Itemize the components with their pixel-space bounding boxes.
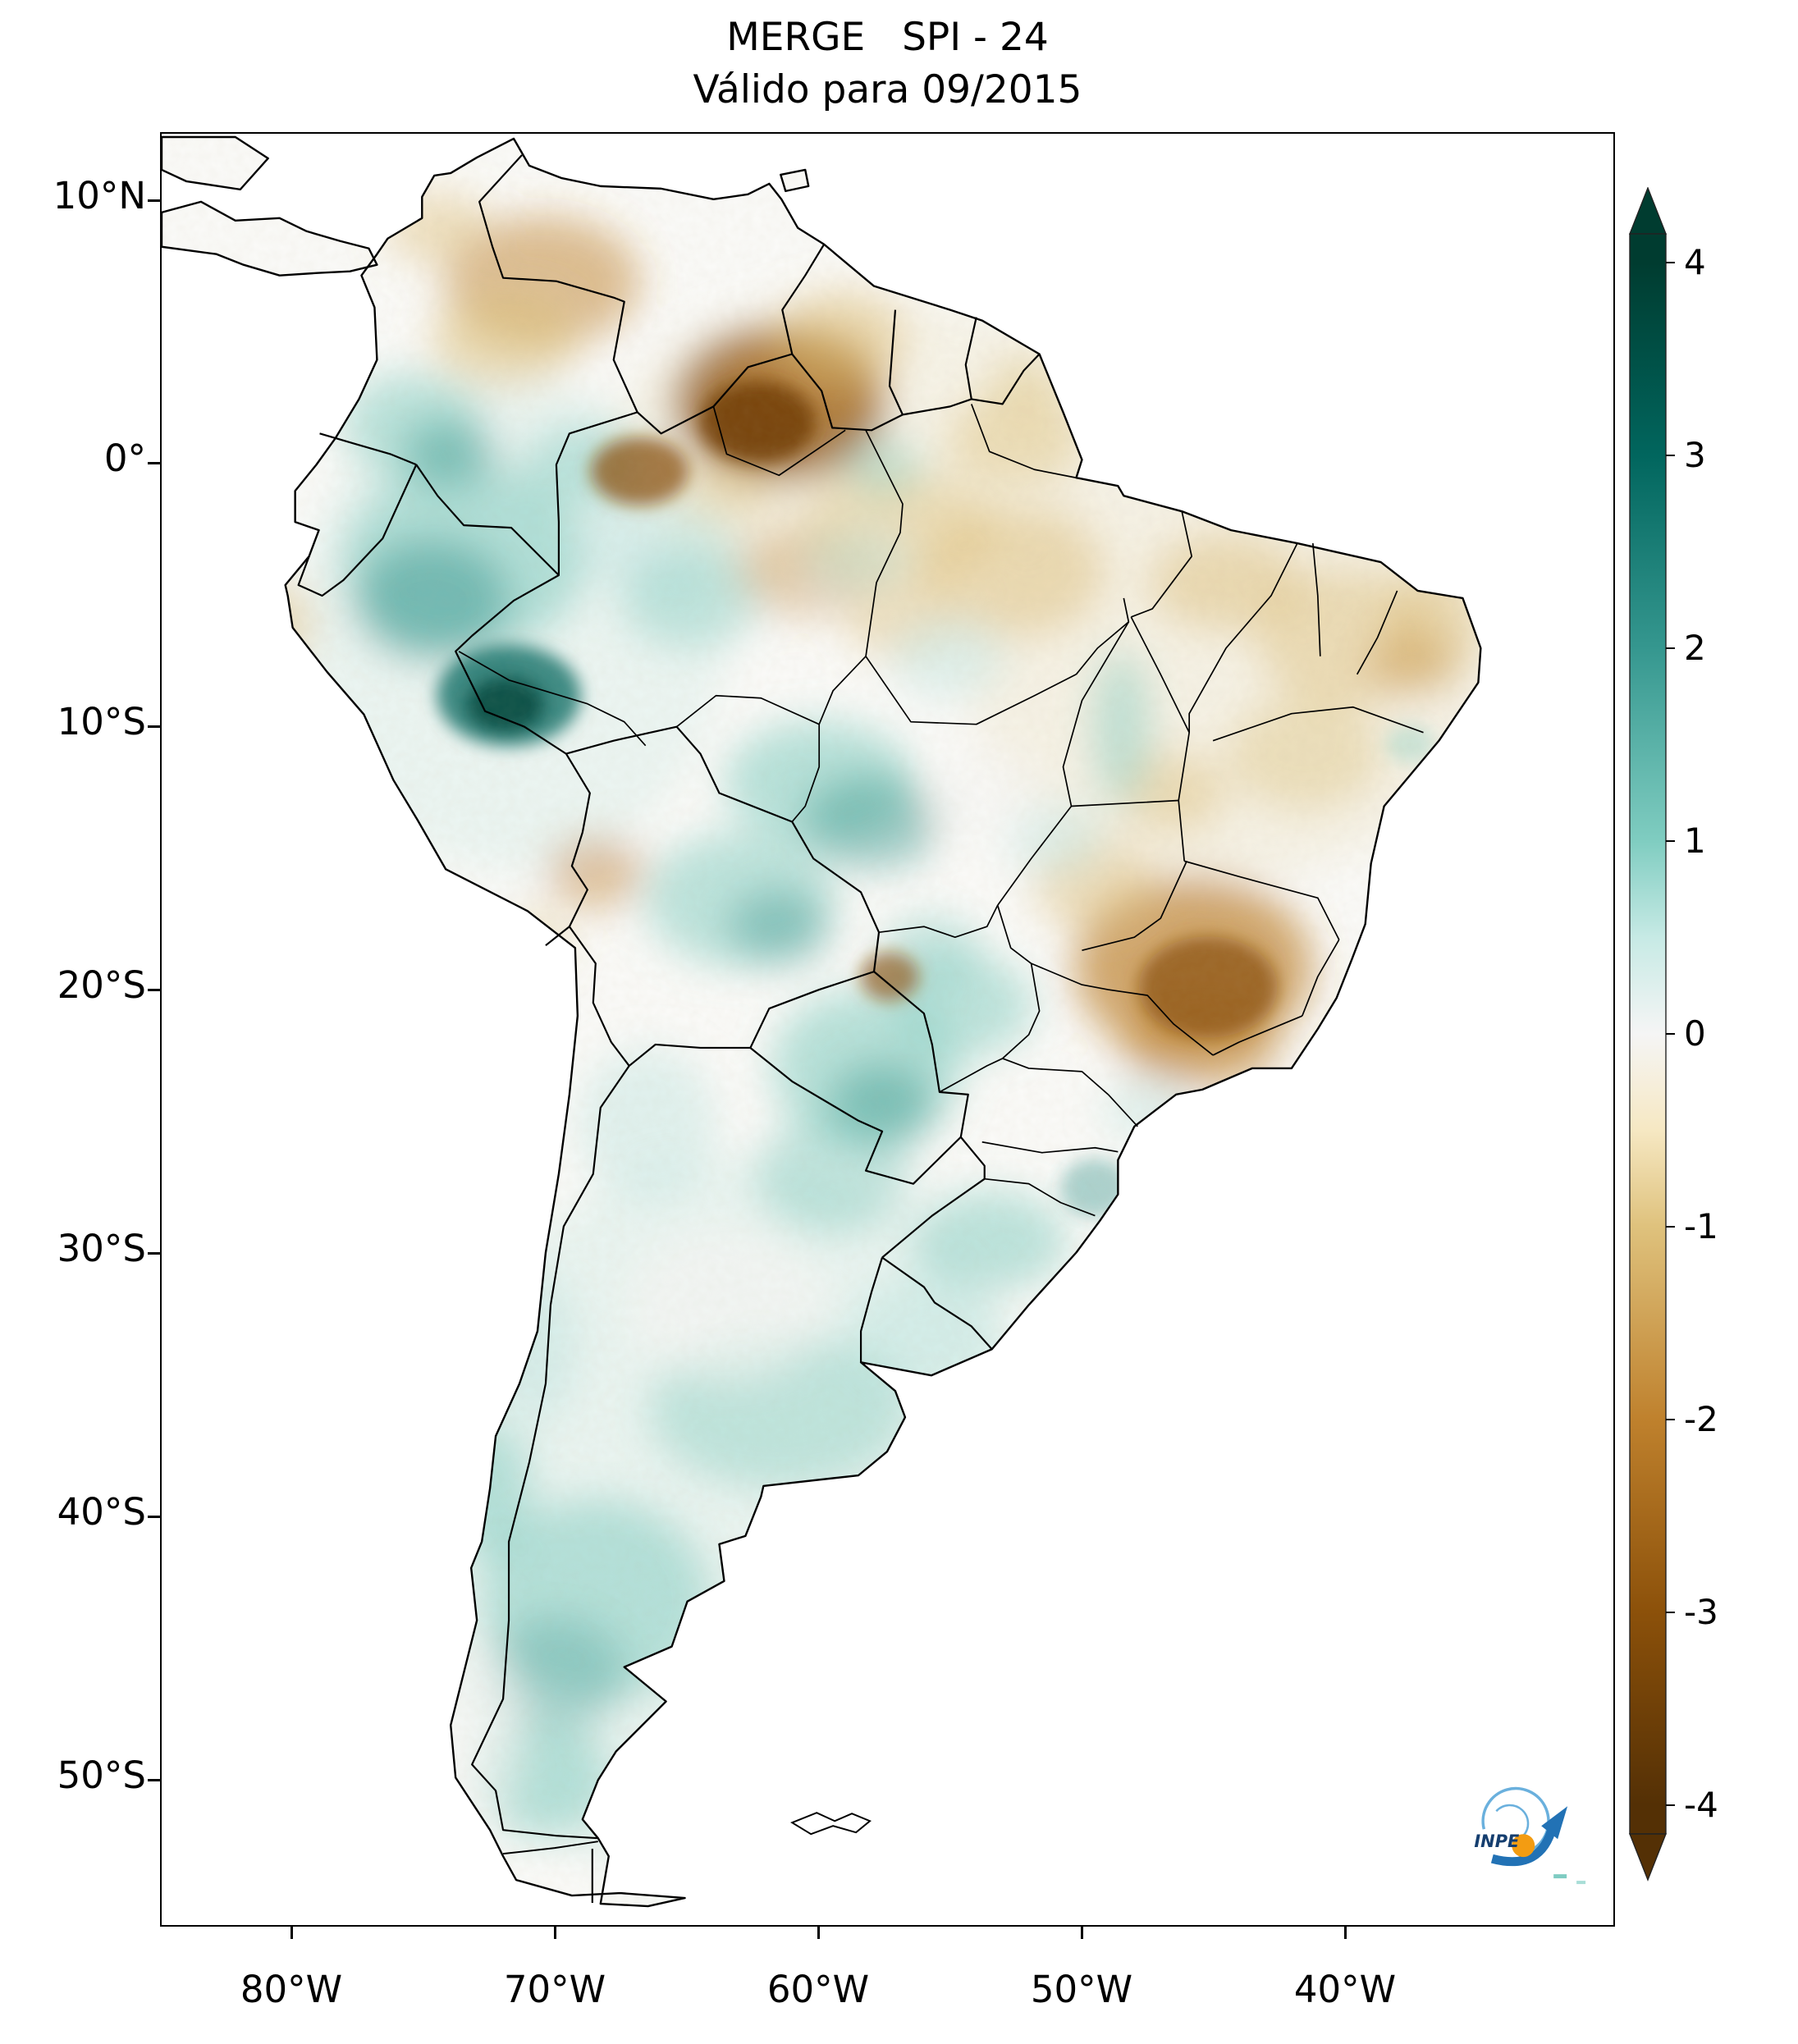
figure-title: MERGE SPI - 24 (726, 15, 1049, 60)
figure-subtitle: Válido para 09/2015 (693, 67, 1082, 112)
y-tick-label: 50°S (57, 1754, 146, 1797)
colorbar-label: 2 (1684, 628, 1706, 668)
south-america-map: INPE (162, 135, 1586, 1908)
ocean-specks (1553, 1874, 1586, 1885)
x-tick-label: 60°W (766, 1968, 870, 2011)
colorbar-label: -4 (1684, 1785, 1718, 1825)
y-tickmark (148, 1779, 160, 1781)
x-tickmark (554, 1927, 556, 1939)
x-tick-label: 40°W (1293, 1968, 1397, 2011)
country-borders (297, 154, 1041, 1904)
x-tick-label: 80°W (240, 1968, 343, 2011)
panama-coast (162, 200, 378, 277)
inpe-logo: INPE (1474, 1786, 1568, 1867)
x-tick-label: 50°W (1030, 1968, 1133, 2011)
logo-swirl-inner (1495, 1804, 1530, 1837)
y-tickmark (148, 462, 160, 464)
colorbar-label: -1 (1684, 1206, 1718, 1246)
x-tickmark (1344, 1927, 1347, 1939)
y-tickmark (148, 199, 160, 202)
x-tickmark (817, 1927, 820, 1939)
x-tick-label: 70°W (503, 1968, 606, 2011)
colorbar-label: -3 (1684, 1592, 1718, 1632)
colorbar-ticks (1666, 262, 1675, 1806)
raster-grain (162, 136, 1481, 1907)
falkland-islands (790, 1812, 872, 1836)
y-tick-label: 20°S (57, 963, 146, 1007)
colorbar-label: 3 (1684, 435, 1706, 475)
y-tick-label: 0° (103, 437, 146, 480)
y-tick-label: 30°S (57, 1227, 146, 1270)
colorbar-label: -2 (1684, 1399, 1718, 1439)
colorbar-label: 4 (1684, 242, 1706, 282)
spi-raster (162, 136, 1481, 1907)
map-plot-area: INPE (160, 132, 1615, 1927)
logo-text: INPE (1474, 1831, 1520, 1851)
y-tickmark (148, 1516, 160, 1518)
x-tickmark (1081, 1927, 1083, 1939)
x-tickmark (291, 1927, 293, 1939)
coastline (162, 135, 1482, 1908)
colorbar (1629, 187, 1675, 1882)
colorbar-label: 1 (1684, 821, 1706, 861)
y-tick-label: 10°N (53, 174, 146, 217)
logo-arrow (1490, 1824, 1558, 1867)
magellan-strait (502, 1841, 598, 1855)
central-america-corner (162, 135, 269, 191)
logo-arrowhead (1541, 1806, 1568, 1840)
logo-orange-ball (1512, 1834, 1535, 1858)
y-tick-label: 40°S (57, 1490, 146, 1534)
y-tickmark (148, 725, 160, 728)
y-tick-label: 10°S (57, 700, 146, 743)
colorbar-upper-arrow (1629, 187, 1668, 235)
y-tickmark (148, 1252, 160, 1255)
colorbar-lower-arrow (1629, 1833, 1668, 1882)
trinidad-island (780, 168, 810, 193)
colorbar-label: 0 (1684, 1013, 1706, 1054)
colorbar-gradient (1629, 233, 1667, 1835)
y-tickmark (148, 989, 160, 991)
state-borders (458, 404, 1424, 1217)
